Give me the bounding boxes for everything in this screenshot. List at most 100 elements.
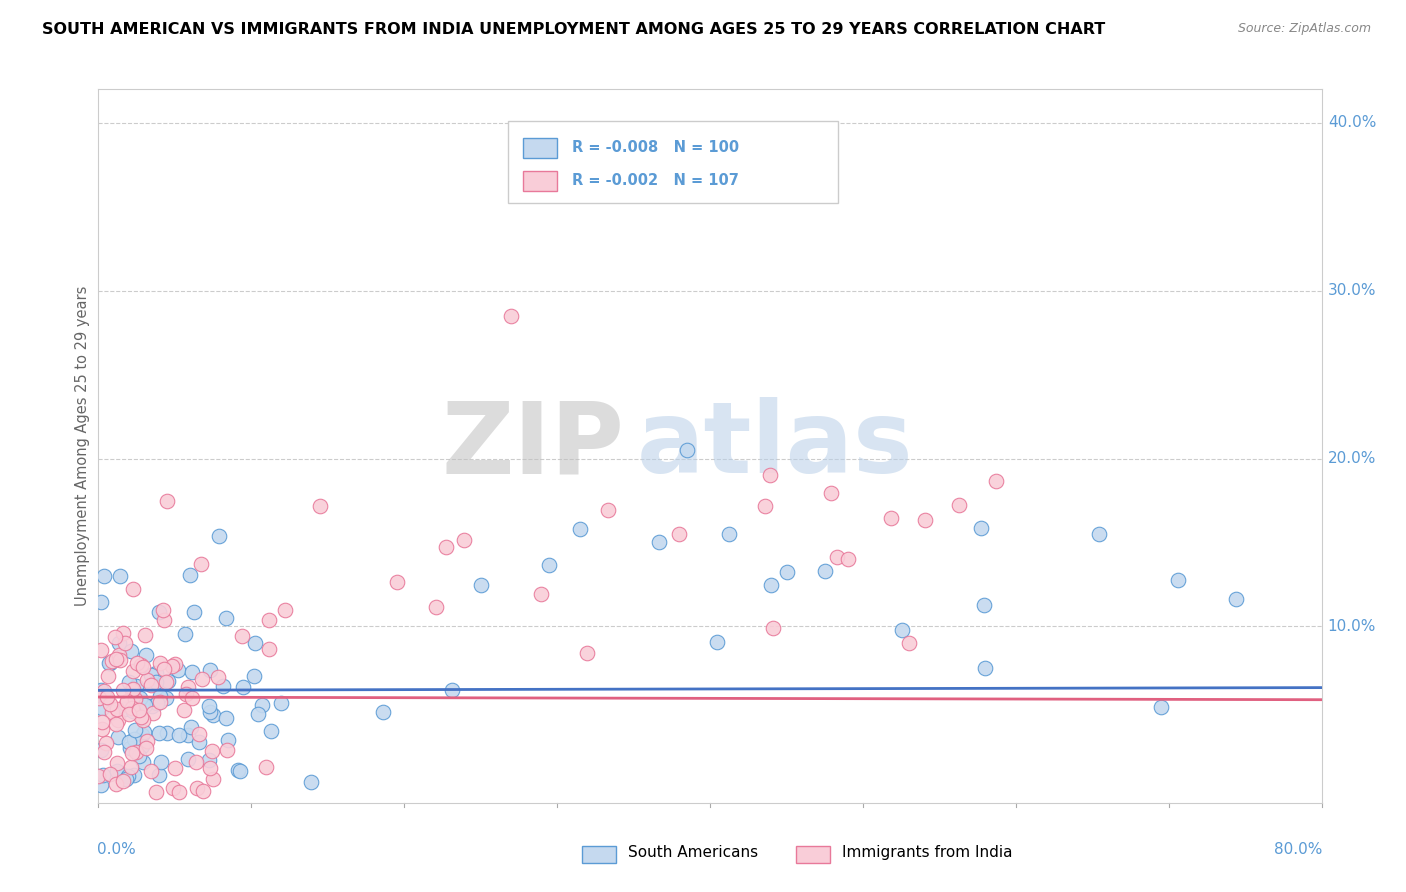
Point [226, 763, 249, 777]
Point [87, 691, 110, 706]
Point [181, 691, 204, 706]
Point [538, 558, 561, 572]
Point [575, 646, 598, 660]
Point [948, 498, 970, 512]
Point [122, 582, 145, 596]
Point [453, 533, 475, 547]
Point [134, 698, 156, 712]
Point [257, 614, 280, 628]
Text: Source: ZipAtlas.com: Source: ZipAtlas.com [1237, 22, 1371, 36]
Point [105, 702, 128, 716]
Point [104, 716, 127, 731]
Point [129, 657, 152, 672]
Point [434, 541, 457, 555]
Point [259, 641, 281, 656]
Point [104, 630, 127, 644]
Point [93, 745, 115, 759]
Point [121, 701, 143, 715]
Point [135, 673, 157, 687]
Point [107, 730, 129, 744]
Point [568, 522, 591, 536]
Point [148, 767, 170, 781]
FancyBboxPatch shape [582, 846, 616, 863]
Point [986, 474, 1008, 488]
Point [173, 702, 195, 716]
Point [148, 726, 170, 740]
Point [155, 691, 177, 706]
Point [148, 606, 170, 620]
Point [243, 669, 266, 683]
Point [243, 636, 266, 650]
Point [247, 707, 270, 722]
Point [973, 599, 995, 613]
Point [112, 774, 135, 789]
Point [145, 665, 167, 680]
Point [97, 669, 120, 683]
Point [1087, 526, 1109, 541]
Point [762, 621, 785, 635]
Point [187, 727, 209, 741]
Point [108, 648, 131, 662]
Point [115, 694, 138, 708]
Point [191, 672, 214, 686]
Point [107, 713, 129, 727]
Point [177, 681, 200, 695]
Point [152, 603, 174, 617]
Point [98, 766, 121, 780]
Point [89, 595, 111, 609]
Point [914, 513, 936, 527]
Point [181, 665, 204, 679]
Point [115, 772, 138, 786]
Point [186, 780, 208, 795]
Point [111, 625, 134, 640]
Point [101, 705, 124, 719]
Point [156, 673, 179, 688]
Point [274, 602, 297, 616]
Point [120, 760, 142, 774]
Point [114, 702, 136, 716]
Point [132, 756, 155, 770]
Point [114, 636, 136, 650]
Point [198, 664, 221, 678]
Point [90, 743, 112, 757]
Point [202, 708, 225, 723]
Point [184, 756, 207, 770]
Point [105, 764, 128, 778]
Point [309, 499, 332, 513]
Point [90, 778, 112, 792]
Point [121, 704, 143, 718]
Point [131, 700, 153, 714]
Text: 0.0%: 0.0% [97, 842, 136, 857]
Point [825, 550, 848, 565]
Point [208, 528, 231, 542]
Point [124, 691, 146, 706]
Point [122, 664, 145, 678]
Point [232, 680, 254, 694]
Point [139, 668, 162, 682]
Point [501, 309, 523, 323]
Point [891, 623, 914, 637]
Point [440, 683, 463, 698]
Point [117, 769, 139, 783]
Point [530, 587, 553, 601]
Text: SOUTH AMERICAN VS IMMIGRANTS FROM INDIA UNEMPLOYMENT AMONG AGES 25 TO 29 YEARS C: SOUTH AMERICAN VS IMMIGRANTS FROM INDIA … [42, 22, 1105, 37]
Point [120, 644, 142, 658]
Point [155, 675, 177, 690]
Point [122, 681, 145, 696]
Point [676, 443, 699, 458]
Point [167, 728, 190, 742]
Point [145, 674, 167, 689]
Text: 30.0%: 30.0% [1327, 283, 1376, 298]
FancyBboxPatch shape [796, 846, 830, 863]
Point [91, 767, 114, 781]
Point [647, 534, 669, 549]
Point [98, 656, 121, 670]
Point [201, 744, 224, 758]
Point [231, 628, 253, 642]
Point [299, 775, 322, 789]
Point [128, 748, 150, 763]
Point [149, 657, 172, 671]
Point [98, 697, 121, 711]
Point [162, 781, 184, 796]
Point [96, 690, 118, 704]
